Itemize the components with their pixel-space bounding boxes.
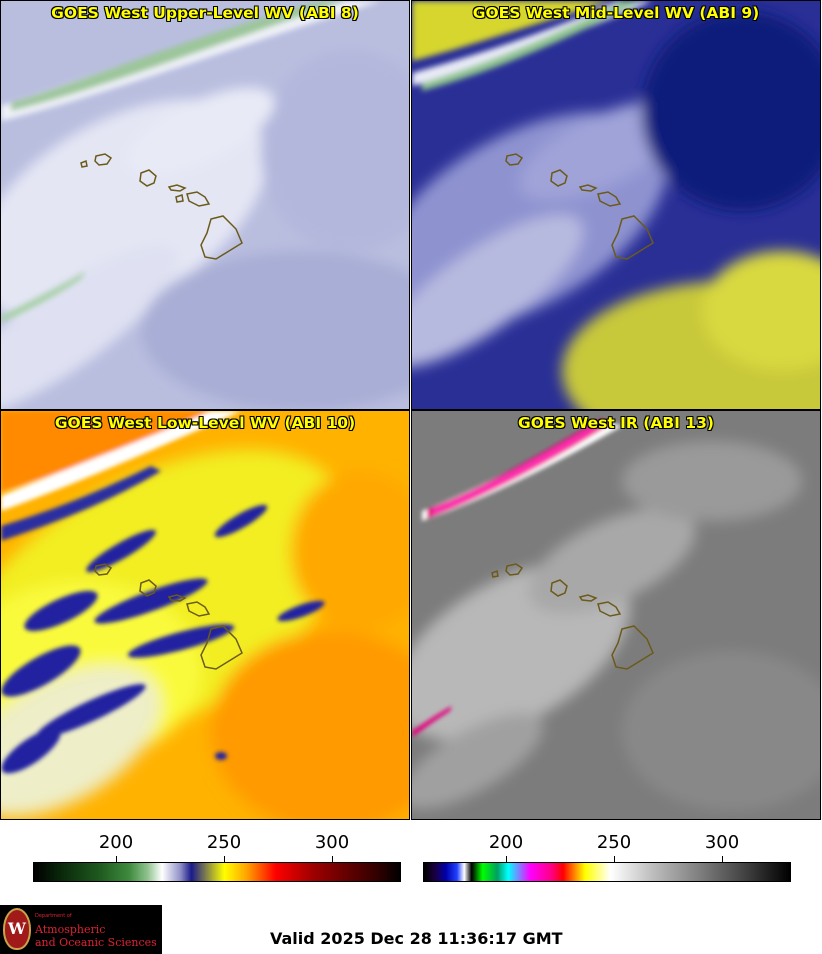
mid-level-wv-panel: GOES West Mid-Level WV (ABI 9) xyxy=(411,0,821,410)
colorbar-tick xyxy=(506,856,507,862)
colorbar-tick xyxy=(722,856,723,862)
low-level-wv-image xyxy=(1,411,409,819)
seal-letter: W xyxy=(8,919,26,938)
ir-colorbar-gradient xyxy=(423,862,791,882)
panel-title: GOES West Upper-Level WV (ABI 8) xyxy=(51,4,359,22)
ir-panel: GOES West IR (ABI 13) xyxy=(411,410,821,820)
low-level-wv-panel: GOES West Low-Level WV (ABI 10) xyxy=(0,410,410,820)
colorbar-tick-label: 250 xyxy=(206,832,242,853)
logo-department-text: Department of xyxy=(35,913,72,919)
logo-line-2: and Oceanic Sciences xyxy=(35,936,157,949)
upper-level-wv-panel: GOES West Upper-Level WV (ABI 8) xyxy=(0,0,410,410)
aos-logo: W Department of Atmospheric and Oceanic … xyxy=(0,905,162,954)
panel-title: GOES West Mid-Level WV (ABI 9) xyxy=(472,4,760,22)
upper-level-wv-image xyxy=(1,1,409,409)
ir-image xyxy=(412,411,820,819)
mid-level-wv-image xyxy=(412,1,820,409)
colorbar-tick-label: 300 xyxy=(704,832,740,853)
panel-title: GOES West Low-Level WV (ABI 10) xyxy=(54,414,356,432)
colorbar-tick xyxy=(224,856,225,862)
uw-seal-icon: W xyxy=(3,908,31,950)
colorbar-tick xyxy=(614,856,615,862)
colorbar-tick xyxy=(116,856,117,862)
logo-line-1: Atmospheric xyxy=(35,923,106,936)
colorbar-tick-label: 250 xyxy=(596,832,632,853)
ir-colorbar: 200 250 300 xyxy=(0,822,822,892)
colorbar-tick xyxy=(332,856,333,862)
panel-title: GOES West IR (ABI 13) xyxy=(518,414,714,432)
colorbar-tick-label: 200 xyxy=(488,832,524,853)
wv-colorbar: 200 250 300 xyxy=(0,822,411,892)
colorbar-tick-label: 200 xyxy=(98,832,134,853)
wv-colorbar-gradient xyxy=(33,862,401,882)
valid-time-label: Valid 2025 Dec 28 11:36:17 GMT xyxy=(270,929,563,948)
colorbar-tick-label: 300 xyxy=(314,832,350,853)
